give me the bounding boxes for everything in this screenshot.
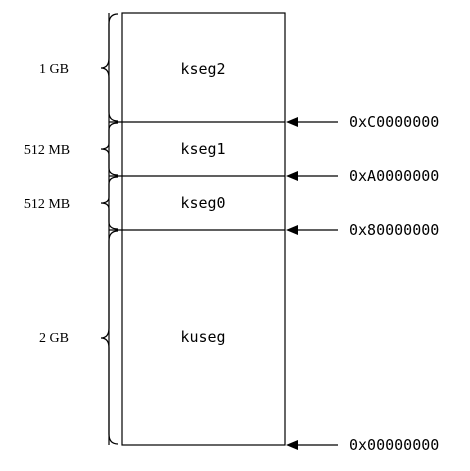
segment-name-kuseg: kuseg (180, 328, 225, 346)
size-label-kuseg: 2 GB (39, 331, 69, 346)
address-label-kuseg: 0x00000000 (349, 436, 439, 454)
brace-kseg1 (100, 122, 119, 176)
address-arrow-kseg1 (286, 171, 338, 181)
address-arrow-kuseg (286, 440, 338, 450)
brace-kseg0 (100, 176, 119, 230)
address-label-kseg1: 0xA0000000 (349, 167, 439, 185)
size-label-kseg1: 512 MB (24, 143, 70, 158)
brace-kseg2 (100, 13, 119, 122)
segment-name-kseg0: kseg0 (180, 194, 225, 212)
brace-kuseg (100, 230, 119, 445)
address-arrow-kseg2 (286, 117, 338, 127)
segment-name-kseg1: kseg1 (180, 140, 225, 158)
segment-name-kseg2: kseg2 (180, 60, 225, 78)
memory-column (121, 12, 286, 446)
address-label-kseg0: 0x80000000 (349, 221, 439, 239)
size-label-kseg2: 1 GB (39, 62, 69, 77)
address-arrow-kseg0 (286, 225, 338, 235)
size-label-kseg0: 512 MB (24, 197, 70, 212)
address-label-kseg2: 0xC0000000 (349, 113, 439, 131)
